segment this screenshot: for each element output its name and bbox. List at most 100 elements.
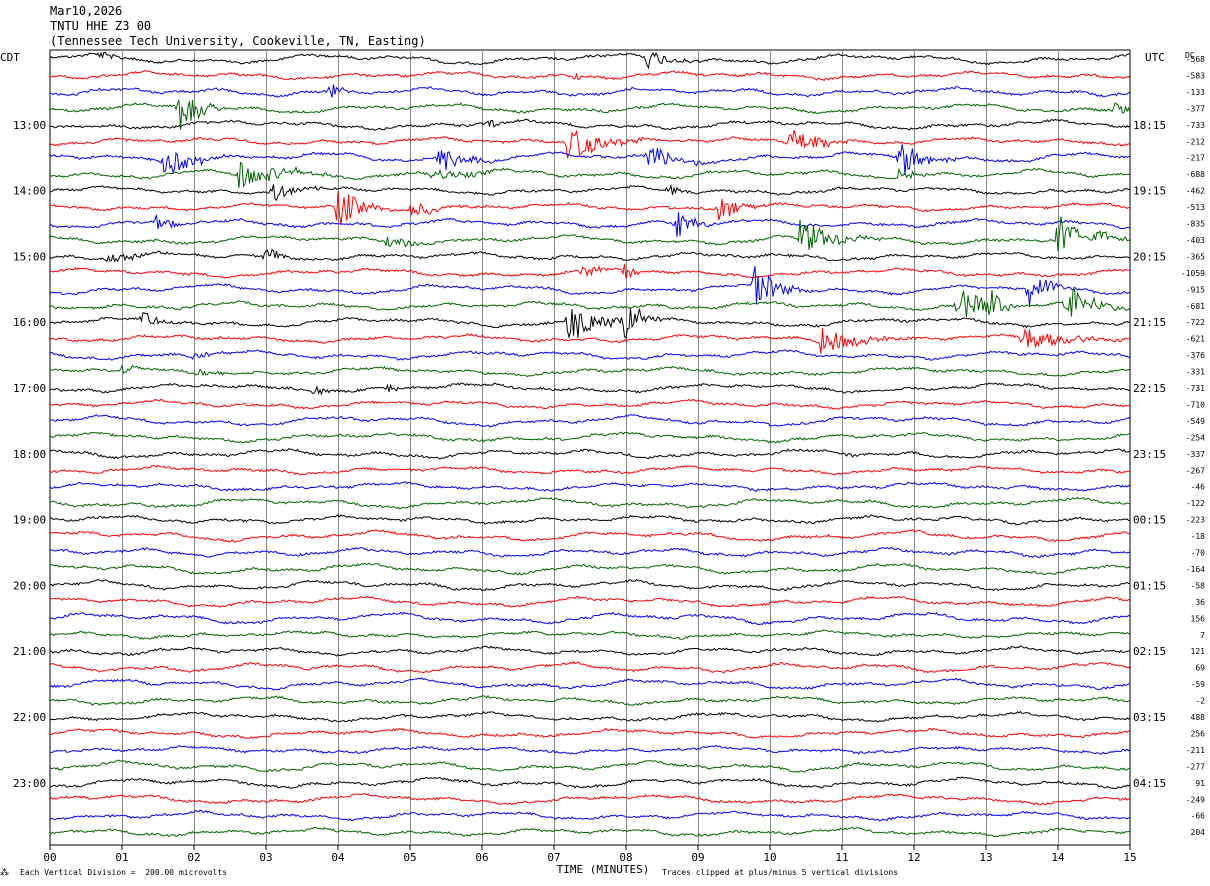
seismic-trace <box>49 710 1131 723</box>
seismic-trace <box>49 118 1131 131</box>
dc-offset-label: -365 <box>1186 252 1205 261</box>
station-location: (Tennessee Tech University, Cookeville, … <box>50 34 426 48</box>
seismic-trace <box>49 529 1131 543</box>
dc-offset-label: 91 <box>1195 779 1205 788</box>
cdt-hour-label: 23:00 <box>13 777 46 790</box>
dc-offset-label: 69 <box>1195 664 1205 673</box>
utc-hour-label: 21:15 <box>1133 316 1166 329</box>
seismic-trace <box>49 464 1130 476</box>
cdt-hour-label: 22:00 <box>13 711 46 724</box>
seismic-trace <box>49 793 1131 806</box>
dc-offset-label: -621 <box>1186 335 1205 344</box>
dc-offset-label: -18 <box>1191 532 1206 541</box>
utc-axis-label: UTC <box>1145 51 1165 64</box>
seismic-trace <box>49 308 1131 340</box>
seismic-trace <box>49 266 1131 306</box>
seismic-trace <box>49 759 1131 773</box>
x-tick-label: 13 <box>979 851 992 864</box>
dc-offset-label: -122 <box>1186 499 1205 508</box>
seismic-trace <box>49 129 1131 160</box>
x-tick-label: 12 <box>907 851 920 864</box>
dc-offset-label: -835 <box>1186 220 1205 229</box>
x-axis-title: TIME (MINUTES) <box>557 863 650 876</box>
dc-offset-label: -462 <box>1186 187 1205 196</box>
seismic-trace <box>49 629 1131 640</box>
seismic-trace <box>49 363 1131 378</box>
grid-lines <box>49 49 1131 846</box>
dc-offset-label: -70 <box>1191 549 1206 558</box>
cdt-hour-label: 21:00 <box>13 645 46 658</box>
dc-offset-label: -331 <box>1186 368 1205 377</box>
seismic-trace <box>49 677 1131 691</box>
utc-hour-label: 00:15 <box>1133 514 1166 527</box>
dc-offset-label: -733 <box>1186 121 1205 130</box>
seismic-trace <box>49 694 1131 707</box>
dc-offset-label: -688 <box>1186 170 1205 179</box>
dc-offset-label: 204 <box>1191 828 1206 837</box>
cdt-hour-label: 14:00 <box>13 185 46 198</box>
seismic-trace <box>49 776 1131 789</box>
dc-offset-label: 488 <box>1191 713 1206 722</box>
plot-frame <box>49 49 1131 846</box>
dc-offset-label: -267 <box>1186 466 1205 475</box>
dc-offset-label: -217 <box>1186 154 1205 163</box>
plot-date: Mar10,2026 <box>50 4 123 18</box>
dc-column-label: DC <box>1185 51 1195 60</box>
clip-note: Traces clipped at plus/minus 5 vertical … <box>662 868 899 877</box>
seismic-trace <box>49 212 1131 237</box>
x-tick-label: 05 <box>403 851 416 864</box>
dc-offset-label: -66 <box>1191 812 1206 821</box>
x-tick-label: 10 <box>763 851 776 864</box>
cdt-hour-label: 18:00 <box>13 448 46 461</box>
seismic-trace <box>49 263 1131 279</box>
seismic-trace <box>49 183 1131 202</box>
utc-hour-label: 02:15 <box>1133 645 1166 658</box>
dc-offset-label: -59 <box>1191 680 1206 689</box>
seismic-trace <box>49 546 1131 559</box>
dc-offset-label: -681 <box>1186 302 1205 311</box>
utc-hour-label: 20:15 <box>1133 250 1166 263</box>
seismic-traces <box>49 51 1131 838</box>
dc-offset-label: -583 <box>1186 71 1205 80</box>
x-tick-label: 07 <box>547 851 560 864</box>
seismic-trace <box>49 414 1131 428</box>
utc-hour-label: 01:15 <box>1133 579 1166 592</box>
dc-offset-label: -46 <box>1191 483 1206 492</box>
utc-hour-label: 19:15 <box>1133 185 1166 198</box>
seismic-trace <box>49 448 1131 460</box>
dc-offset-label: -710 <box>1186 400 1205 409</box>
dc-offset-label: -403 <box>1186 236 1205 245</box>
dc-offset-label: -212 <box>1186 137 1205 146</box>
dc-offset-label: -731 <box>1186 384 1205 393</box>
x-tick-label: 14 <box>1051 851 1065 864</box>
dc-offset-label: -337 <box>1186 450 1205 459</box>
dc-offset-label: -1059 <box>1181 269 1205 278</box>
dc-offset-label: -376 <box>1186 351 1205 360</box>
utc-hour-label: 23:15 <box>1133 448 1166 461</box>
seismic-trace <box>49 161 1131 188</box>
dc-offset-label: 36 <box>1195 598 1205 607</box>
dc-offset-label: -133 <box>1186 88 1205 97</box>
division-note: Each Vertical Division = 200.00 microvol… <box>20 868 228 877</box>
dc-offset-label: -2 <box>1195 697 1205 706</box>
station-code: TNTU HHE Z3 00 <box>50 19 152 33</box>
seismic-trace <box>49 578 1131 592</box>
dc-offset-label: -722 <box>1186 318 1205 327</box>
utc-hour-label: 18:15 <box>1133 119 1166 132</box>
dc-offset-label: -277 <box>1186 762 1205 771</box>
seismic-trace <box>49 481 1131 492</box>
cdt-hour-label: 16:00 <box>13 316 46 329</box>
cdt-hour-label: 15:00 <box>13 250 46 263</box>
dc-offset-label: 7 <box>1200 631 1205 640</box>
x-tick-label: 06 <box>475 851 488 864</box>
dc-offset-label: -249 <box>1186 795 1205 804</box>
seismic-trace <box>49 191 1131 226</box>
x-tick-label: 01 <box>115 851 128 864</box>
cdt-hour-label: 17:00 <box>13 382 46 395</box>
dc-offset-label: -513 <box>1186 203 1205 212</box>
seismic-trace <box>49 349 1131 361</box>
seismic-trace <box>49 70 1131 82</box>
seismic-trace <box>49 431 1131 444</box>
dc-offset-label: -568 <box>1186 55 1205 64</box>
